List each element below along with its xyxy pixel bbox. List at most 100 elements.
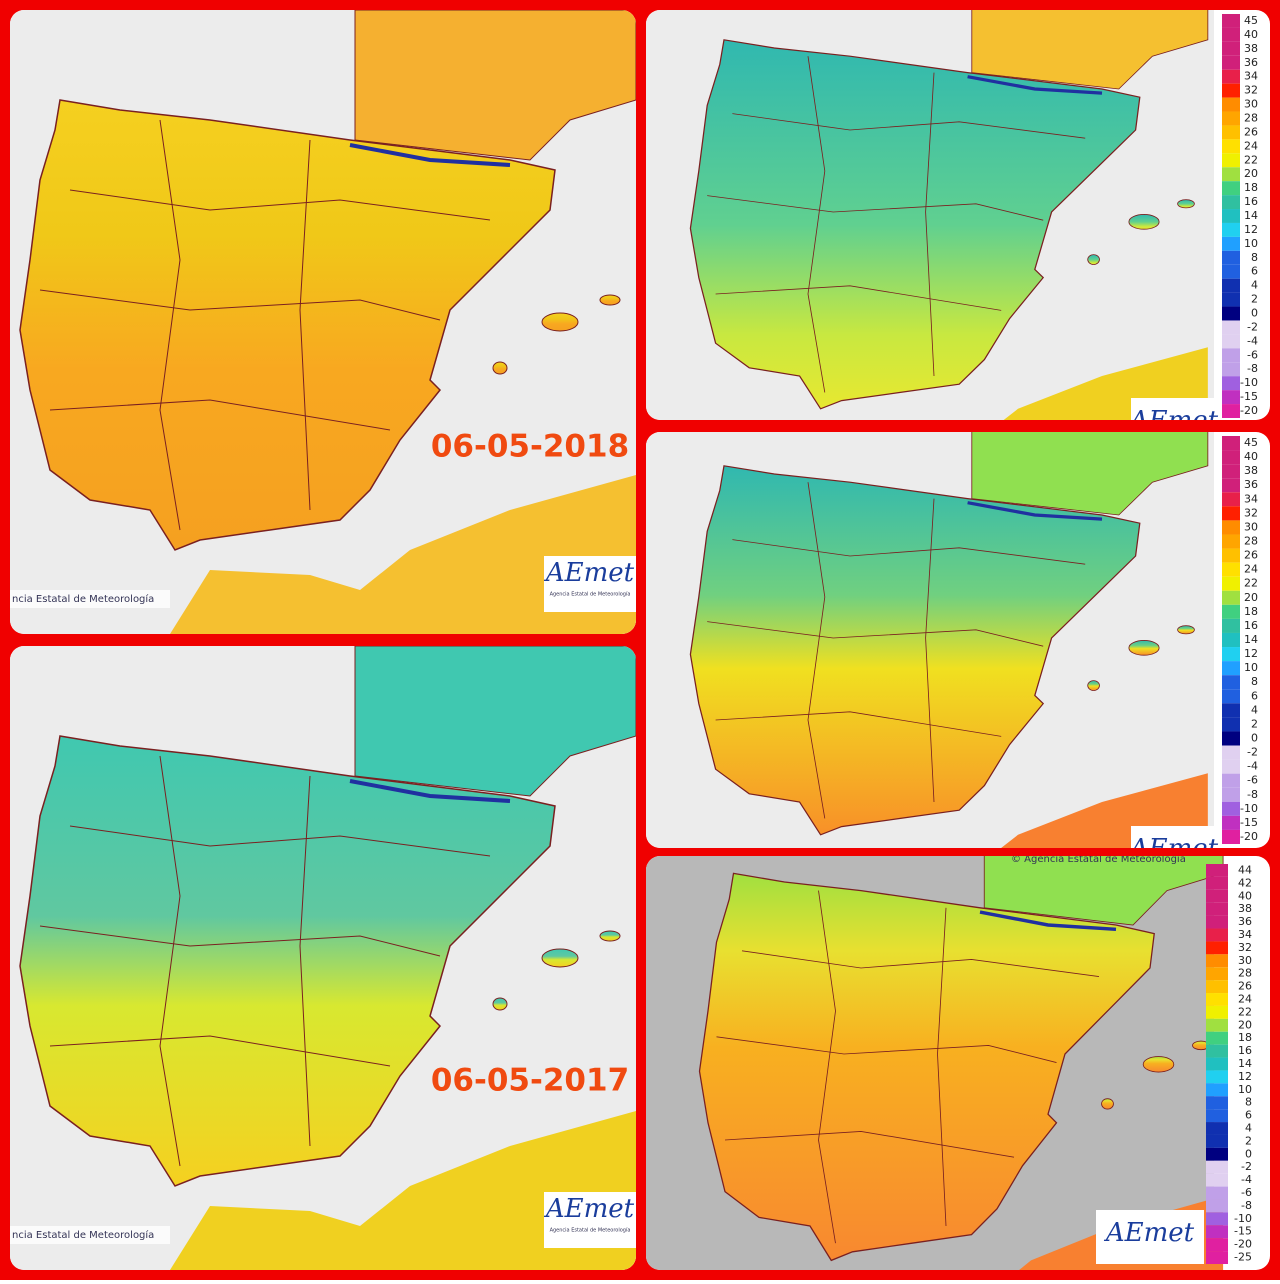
legend-label: -6 [1247,348,1258,361]
legend-label: -2 [1247,320,1258,333]
legend-label: 28 [1238,967,1252,980]
island [1087,254,1100,265]
legend-label: 10 [1244,237,1258,250]
legend-swatch [1222,492,1240,507]
legend-label: 12 [1244,223,1258,236]
legend-label: 18 [1244,605,1258,618]
legend-swatch [1206,1109,1228,1123]
legend-swatch [1222,436,1240,451]
legend-label: 26 [1244,125,1258,138]
africa [808,773,1208,848]
legend-swatch [1222,55,1240,70]
legend-swatch [1206,1173,1228,1187]
legend-swatch [1206,993,1228,1006]
legend-label: -15 [1240,816,1258,829]
legend-label: 30 [1238,954,1252,967]
legend-label: 16 [1238,1044,1252,1057]
legend-label: 16 [1244,619,1258,632]
legend-swatch [1206,1122,1228,1135]
legend-swatch [1206,1005,1228,1019]
legend-swatch [1222,320,1240,335]
legend-swatch [1222,111,1240,126]
africa [160,1111,636,1270]
legend-label: 30 [1244,520,1258,533]
legend-swatch [1206,1160,1228,1174]
pyrenees [349,143,511,167]
legend-swatch [1222,576,1240,591]
iberia [19,735,556,1187]
legend-swatch [1206,915,1228,929]
legend-label: 6 [1251,265,1258,278]
province-border [49,1035,391,1067]
legend-swatch [1222,181,1240,196]
legend-label: 26 [1244,549,1258,562]
island [1177,625,1195,635]
province-border [716,1036,1057,1064]
legend-swatch [1206,967,1228,981]
legend-label: 42 [1238,876,1252,889]
legend-label: 28 [1244,111,1258,124]
legend-swatch [1222,167,1240,182]
date-label: 06-05-2018 [431,429,629,465]
legend-swatch [1222,41,1240,56]
province-border [39,289,441,321]
province-border [715,285,1002,311]
legend-swatch [1222,703,1240,718]
legend-swatch [1222,689,1240,704]
legend-label: -2 [1241,1160,1252,1173]
legend-swatch [1222,745,1240,760]
legend-swatch [1222,125,1240,140]
legend-swatch [1222,69,1240,84]
island [1142,1056,1175,1073]
legend-label: 2 [1251,293,1258,306]
logo: AEmet [1104,1218,1195,1248]
legend-label: 12 [1238,1070,1252,1083]
island [1128,640,1160,656]
legend-label: -20 [1240,830,1258,843]
logo-caption: Agencia Estatal de Meteorología [550,591,631,598]
legend-swatch [1222,478,1240,493]
logo: AEmet [1128,406,1219,436]
map-panel: 06-05-2018 ncia Estatal de Meteorología AE… [10,10,636,634]
province-border [732,539,1086,565]
map-panel: 06-05-2015AEmet4540383634323028262422201… [646,432,1270,848]
legend-swatch [1222,604,1240,619]
legend-label: 45 [1244,14,1258,27]
pyrenees [967,75,1103,95]
attribution: ncia Estatal de Meteorología [12,1229,154,1241]
legend-label: 40 [1238,889,1252,902]
legend-swatch [1222,590,1240,605]
legend-swatch [1222,548,1240,563]
map [689,10,1209,420]
province-border [299,139,311,511]
iberia [689,39,1141,410]
legend-label: 38 [1244,464,1258,477]
legend-label: 36 [1244,478,1258,491]
legend-label: 4 [1245,1122,1252,1135]
date-label: 06-05-2017 [431,1063,629,1099]
island [541,312,579,332]
legend-label: 34 [1244,492,1258,505]
legend-swatch [1222,464,1240,479]
legend-label: 24 [1244,139,1258,152]
province-border [69,189,491,221]
map [19,10,636,634]
legend-label: 18 [1238,1031,1252,1044]
province-border [925,72,935,377]
legend-swatch [1206,941,1228,955]
logo: AEmet [544,558,635,588]
map-panel: 06-05-2014AEmet© Agencia Estatal de Mete… [646,856,1270,1270]
map [19,646,636,1270]
province-border [707,621,1044,647]
legend-swatch [1222,520,1240,535]
legend-label: -10 [1234,1212,1252,1225]
legend-swatch [1222,829,1240,844]
legend-swatch [1222,675,1240,690]
legend-label: -6 [1241,1186,1252,1199]
legend-swatch [1222,506,1240,521]
legend-label: 34 [1244,70,1258,83]
legend-label: 26 [1238,980,1252,993]
legend-label: -15 [1240,390,1258,403]
legend-label: 30 [1244,98,1258,111]
